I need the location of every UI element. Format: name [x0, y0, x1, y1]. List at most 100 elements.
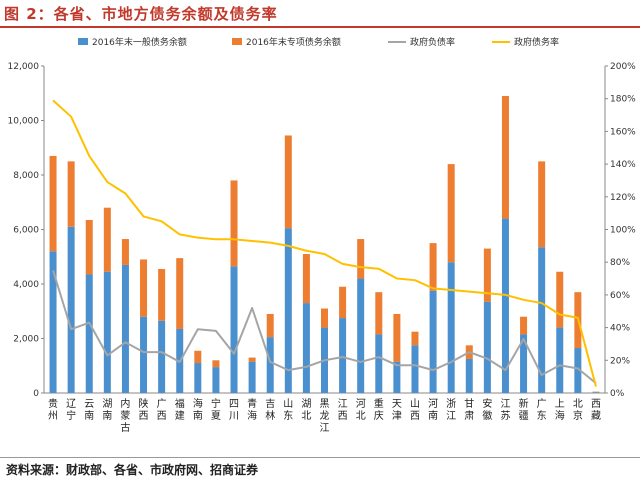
category-label: 江苏 [500, 398, 510, 422]
right-tick-label: 120% [610, 193, 636, 203]
bar-special-debt [393, 313, 401, 362]
legend-swatch-general-debt [78, 38, 88, 45]
bar-special-debt [429, 243, 437, 291]
bar-general-debt [357, 278, 365, 393]
source-note: 资料来源：财政部、各省、市政府网、招商证券 [6, 463, 259, 477]
legend-label-general-debt: 2016年末一般债务余额 [92, 38, 187, 48]
bar-special-debt [556, 271, 564, 328]
bar-special-debt [194, 350, 202, 364]
chart-legend: 2016年末一般债务余额 2016年末专项债务余额 政府负债率 政府债务率 [0, 35, 640, 53]
bar-general-debt [230, 266, 238, 393]
right-tick-label: 40% [610, 324, 630, 334]
legend-label-fiscal-ratio: 政府负债率 [410, 38, 456, 48]
category-label: 青海 [247, 397, 257, 422]
category-label: 陕西 [139, 397, 149, 422]
bar-general-debt [302, 303, 310, 393]
right-tick-label: 0% [610, 389, 625, 399]
bar-general-debt [85, 274, 93, 393]
figure-title: 图 2：各省、市地方债务余额及债务率 [4, 5, 278, 23]
bar-special-debt [121, 239, 129, 265]
right-tick-label: 140% [610, 160, 636, 170]
category-label: 四川 [229, 399, 239, 422]
bar-general-debt [284, 228, 292, 393]
category-label: 云南 [84, 399, 94, 422]
bar-general-debt [248, 361, 256, 393]
right-tick-label: 80% [610, 258, 630, 268]
category-label: 安徽 [482, 397, 492, 422]
title-divider [0, 26, 640, 28]
bar-special-debt [248, 357, 256, 362]
bar-general-debt [212, 367, 220, 393]
legend-item-general-debt: 2016年末一般债务余额 [78, 35, 187, 48]
right-tick-label: 20% [610, 356, 630, 366]
category-label: 海南 [193, 397, 203, 422]
legend-item-gov-ratio: 政府债务率 [492, 35, 559, 48]
footer-divider [0, 457, 640, 458]
legend-swatch-special-debt [232, 38, 242, 45]
legend-label-gov-ratio: 政府债务率 [514, 38, 560, 48]
bar-special-debt [501, 95, 509, 219]
category-label: 河南 [428, 398, 438, 422]
debt-chart: 0 2,000 4,000 6,000 8,000 10,000 12,000 0% 20% 40… [8, 62, 637, 434]
right-tick-label: 60% [610, 291, 630, 301]
category-label: 山西 [410, 398, 420, 422]
bar-general-debt [339, 318, 347, 393]
category-label: 重庆 [374, 397, 384, 422]
bar-general-debt [411, 345, 419, 393]
bar-special-debt [85, 219, 93, 275]
category-label: 黑龙江 [320, 398, 330, 434]
category-label: 宁夏 [211, 397, 221, 422]
bar-special-debt [140, 259, 148, 317]
bar-special-debt [538, 161, 546, 248]
bar-general-debt [447, 262, 455, 393]
legend-swatch-gov-ratio [492, 40, 510, 43]
bar-special-debt [230, 180, 238, 267]
right-tick-label: 200% [610, 62, 636, 72]
category-label: 广东 [537, 398, 547, 422]
category-label: 新疆 [519, 397, 529, 422]
bar-general-debt [556, 327, 564, 393]
legend-item-special-debt: 2016年末专项债务余额 [232, 35, 341, 48]
left-tick-label: 6,000 [13, 226, 39, 236]
bar-general-debt [49, 251, 57, 393]
bar-special-debt [284, 135, 292, 229]
legend-item-fiscal-ratio: 政府负债率 [388, 35, 455, 48]
category-label: 山东 [283, 398, 293, 422]
bar-general-debt [393, 361, 401, 393]
bar-general-debt [483, 301, 491, 393]
bar-general-debt [103, 271, 111, 393]
bar-special-debt [483, 248, 491, 302]
bar-general-debt [266, 337, 274, 393]
bar-special-debt [302, 254, 310, 304]
bar-general-debt [520, 334, 528, 393]
category-label: 河北 [356, 398, 366, 422]
left-tick-label: 0 [33, 389, 39, 399]
bar-general-debt [465, 358, 473, 393]
legend-label-special-debt: 2016年末专项债务余额 [246, 38, 341, 48]
left-tick-label: 12,000 [8, 62, 40, 72]
bar-general-debt [140, 316, 148, 393]
category-label: 上海 [555, 398, 565, 422]
bar-general-debt [574, 348, 582, 393]
bar-general-debt [375, 334, 383, 393]
category-label: 广西 [157, 398, 167, 422]
bar-special-debt [447, 164, 455, 263]
bar-special-debt [339, 286, 347, 319]
bar-general-debt [501, 218, 509, 393]
bar-special-debt [411, 331, 419, 346]
left-tick-label: 4,000 [13, 280, 39, 290]
right-tick-label: 180% [610, 95, 636, 105]
bar-general-debt [592, 392, 600, 393]
bar-special-debt [158, 269, 166, 321]
bar-special-debt [103, 207, 111, 272]
category-label: 西藏 [591, 399, 601, 422]
category-label: 辽宁 [66, 398, 76, 422]
category-label: 内蒙古 [120, 397, 130, 434]
category-label: 甘肃 [464, 397, 474, 422]
category-label: 江西 [338, 398, 348, 422]
bar-special-debt [592, 391, 600, 393]
category-label: 福建 [175, 397, 185, 422]
category-label: 湖北 [301, 398, 311, 422]
bar-special-debt [357, 239, 365, 279]
left-tick-label: 10,000 [8, 117, 40, 127]
